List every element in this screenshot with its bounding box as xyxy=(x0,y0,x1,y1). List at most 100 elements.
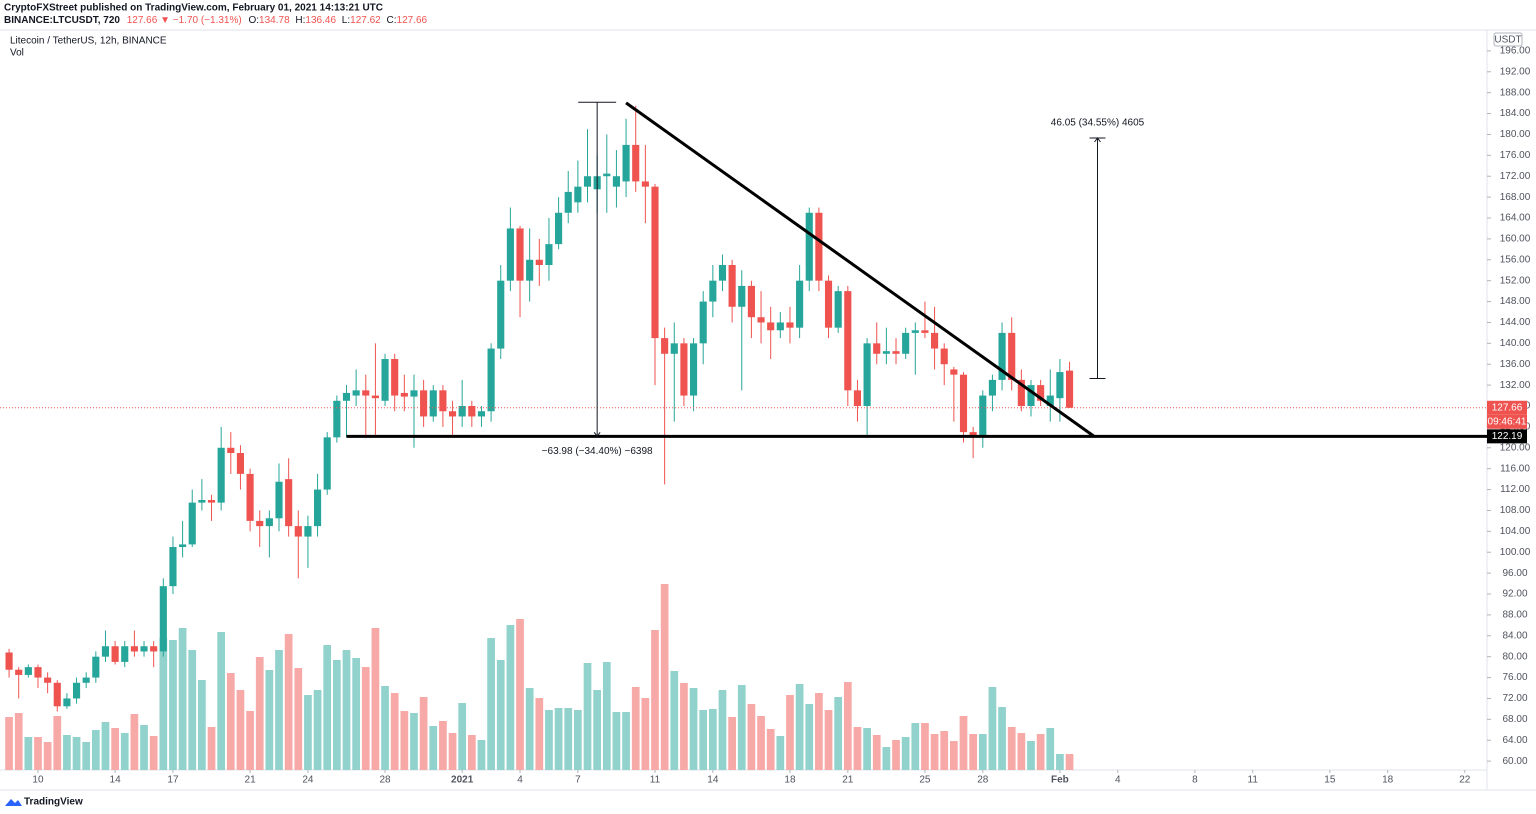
volume-bar xyxy=(1007,727,1016,770)
candle-body xyxy=(940,348,948,365)
volume-bar xyxy=(892,740,900,770)
candle-body xyxy=(468,406,476,417)
x-tick-label: 10 xyxy=(32,775,44,786)
volume-bar xyxy=(853,727,862,770)
volume-bar xyxy=(737,685,746,770)
candle-body xyxy=(439,390,447,412)
volume-bar xyxy=(747,704,756,770)
candle-body xyxy=(516,228,524,281)
y-tick-label: 60.00 xyxy=(1502,756,1527,767)
candle-body xyxy=(661,338,669,354)
chart-title: Litecoin / TetherUS, 12h, BINANCE xyxy=(10,36,167,47)
volume-bar xyxy=(284,634,293,770)
x-tick-label: 4 xyxy=(1115,775,1121,786)
support-price-box xyxy=(1487,429,1527,444)
x-tick-label: 2021 xyxy=(451,775,474,786)
candle-body xyxy=(429,390,437,417)
candle-body xyxy=(815,212,823,281)
candle-body xyxy=(641,181,649,187)
candle-body xyxy=(285,479,293,527)
y-tick-label: 96.00 xyxy=(1502,568,1527,579)
volume-bar xyxy=(1027,741,1035,770)
volume-bar xyxy=(1046,728,1055,770)
volume-bar xyxy=(680,683,688,770)
candle-body xyxy=(921,330,929,333)
candle-body xyxy=(786,322,794,328)
volume-bar xyxy=(525,688,534,770)
candle-body xyxy=(564,191,572,213)
y-tick-label: 104.00 xyxy=(1500,526,1531,537)
candle-body xyxy=(747,285,755,318)
candle-body xyxy=(931,332,939,349)
y-tick-label: 136.00 xyxy=(1500,359,1531,370)
volume-bar xyxy=(275,650,283,770)
volume-bar xyxy=(535,698,544,770)
candle-body xyxy=(400,392,408,397)
x-tick-label: 17 xyxy=(167,775,179,786)
candle-body xyxy=(902,332,910,354)
volume-bar xyxy=(718,690,727,770)
y-tick-label: 168.00 xyxy=(1500,192,1531,203)
candle-body xyxy=(805,212,813,281)
volume-bar xyxy=(390,693,399,770)
volume-bar xyxy=(101,722,110,770)
ohlc-value: 127.62 xyxy=(350,15,381,26)
candle-body xyxy=(979,395,987,438)
volume-bar xyxy=(689,688,698,770)
candle-body xyxy=(670,343,678,354)
x-tick-label: 8 xyxy=(1192,775,1198,786)
volume-bar xyxy=(188,650,197,770)
candle-body xyxy=(342,392,351,401)
ohlc-label: H: xyxy=(295,15,305,26)
y-tick-label: 88.00 xyxy=(1502,610,1527,621)
volume-bar xyxy=(506,625,515,770)
ohlc-label: L: xyxy=(342,15,350,26)
volume-bar xyxy=(255,657,264,770)
volume-bar xyxy=(911,723,920,770)
volume-bar xyxy=(467,735,476,770)
candle-body xyxy=(15,669,23,675)
volume-bar xyxy=(824,710,833,770)
y-tick-label: 132.00 xyxy=(1500,380,1531,391)
candle-body xyxy=(497,280,505,349)
volume-bar xyxy=(149,736,158,770)
volume-bar xyxy=(487,638,495,770)
y-tick-label: 84.00 xyxy=(1502,630,1527,641)
volume-bar xyxy=(342,650,351,770)
candle-body xyxy=(882,351,890,354)
y-tick-label: 92.00 xyxy=(1502,589,1527,600)
candle-body xyxy=(314,489,322,527)
volume-bar xyxy=(419,697,428,770)
volume-bar xyxy=(5,717,13,770)
candle-body xyxy=(998,332,1006,380)
volume-bar xyxy=(496,660,505,770)
volume-bar xyxy=(72,737,81,770)
y-tick-label: 160.00 xyxy=(1500,234,1531,245)
countdown-label: 09:46:41 xyxy=(1488,416,1527,427)
candle-body xyxy=(1037,385,1045,401)
y-tick-label: 108.00 xyxy=(1500,505,1531,516)
candle-body xyxy=(969,432,977,438)
x-tick-label: Feb xyxy=(1051,775,1069,786)
ohlc-value: 134.78 xyxy=(259,15,290,26)
candle-body xyxy=(304,526,312,537)
candle-body xyxy=(333,400,341,438)
volume-bar xyxy=(651,630,659,770)
candle-body xyxy=(699,301,707,344)
x-tick-label: 7 xyxy=(575,775,581,786)
volume-bar xyxy=(294,668,303,770)
volume-bar xyxy=(477,740,486,770)
x-tick-label: 14 xyxy=(707,775,719,786)
change: 127.66 ▼ −1.70 (−1.31%) xyxy=(127,15,242,26)
volume-bar xyxy=(236,690,245,770)
candle-body xyxy=(34,667,42,678)
candle-body xyxy=(1065,370,1074,408)
volume-bar xyxy=(1065,754,1074,770)
candle-body xyxy=(680,343,688,396)
volume-bar xyxy=(63,735,71,770)
volume-bar xyxy=(882,747,891,770)
candle-body xyxy=(111,646,119,662)
volume-bar xyxy=(14,713,23,770)
y-tick-label: 76.00 xyxy=(1502,672,1527,683)
